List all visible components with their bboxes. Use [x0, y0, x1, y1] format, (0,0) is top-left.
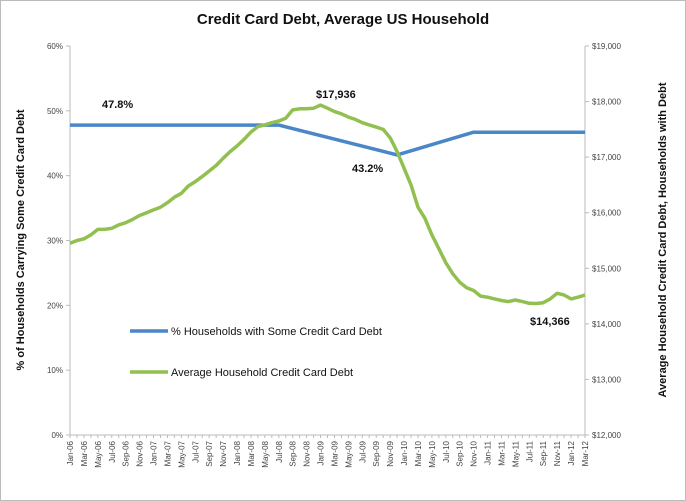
x-tick-label: Nov-11 [553, 440, 562, 466]
x-tick-label: Jan-06 [66, 440, 75, 465]
x-tick-label: Mar-11 [497, 440, 506, 465]
right-tick-label: $17,000 [592, 153, 621, 162]
x-tick-label: May-06 [94, 440, 103, 467]
x-tick-label: Nov-10 [470, 440, 479, 466]
right-tick-label: $16,000 [592, 209, 621, 218]
right-tick-label: $19,000 [592, 42, 621, 51]
x-tick-label: Jul-07 [191, 440, 200, 462]
annotation-peak-debt: $17,936 [316, 89, 356, 101]
left-tick-label: 20% [47, 301, 63, 310]
x-tick-label: Nov-08 [303, 440, 312, 466]
x-tick-label: Sep-08 [289, 440, 298, 466]
x-tick-label: Jul-09 [358, 440, 367, 462]
x-tick-label: Jul-10 [442, 440, 451, 462]
x-tick-label: Jul-11 [525, 440, 534, 462]
x-tick-label: Sep-10 [456, 440, 465, 466]
x-tick-label: Jan-11 [484, 440, 493, 464]
left-tick-label: 60% [47, 42, 63, 51]
x-tick-label: Sep-06 [122, 440, 131, 466]
left-tick-label: 40% [47, 172, 63, 181]
x-tick-label: Mar-07 [163, 440, 172, 466]
legend-label-debt: Average Household Credit Card Debt [171, 367, 353, 379]
x-tick-label: Mar-12 [581, 440, 590, 466]
x-tick-label: Mar-10 [414, 440, 423, 466]
x-tick-label: May-09 [344, 440, 353, 467]
right-tick-label: $14,000 [592, 320, 621, 329]
x-tick-label: Jan-07 [150, 440, 159, 465]
right-tick-label: $13,000 [592, 375, 621, 384]
x-tick-label: Nov-07 [219, 440, 228, 466]
x-tick-label: Nov-09 [386, 440, 395, 466]
x-tick-label: Mar-08 [247, 440, 256, 466]
x-tick-label: Nov-06 [136, 440, 145, 466]
right-axis-title: Average Household Credit Card Debt, Hous… [657, 82, 669, 397]
x-tick-label: Jan-12 [567, 440, 576, 465]
x-tick-label: Jul-08 [275, 440, 284, 462]
right-tick-label: $12,000 [592, 431, 621, 440]
x-tick-label: Jan-09 [317, 440, 326, 465]
x-tick-label: Jan-08 [233, 440, 242, 465]
left-tick-label: 10% [47, 366, 63, 375]
chart-title: Credit Card Debt, Average US Household [197, 11, 489, 28]
x-tick-label: Jul-06 [108, 440, 117, 462]
x-tick-label: May-07 [177, 440, 186, 467]
x-tick-label: May-10 [428, 440, 437, 467]
right-tick-label: $15,000 [592, 264, 621, 273]
left-tick-label: 0% [51, 431, 63, 440]
left-tick-label: 30% [47, 237, 63, 246]
annotation-low-debt: $14,366 [530, 316, 570, 328]
x-tick-label: Sep-09 [372, 440, 381, 466]
series-line-avg-debt [69, 103, 586, 306]
x-tick-label: Mar-06 [80, 440, 89, 466]
left-tick-label: 50% [47, 107, 63, 116]
right-tick-label: $18,000 [592, 98, 621, 107]
x-tick-label: Sep-07 [205, 440, 214, 466]
left-axis-title: % of Households Carrying Some Credit Car… [15, 109, 27, 370]
x-tick-label: May-11 [511, 440, 520, 467]
annotation-start-pct: 47.8% [102, 99, 133, 111]
annotation-low-pct: 43.2% [352, 163, 383, 175]
legend-label-pct: % Households with Some Credit Card Debt [171, 326, 382, 338]
x-tick-label: Sep-11 [539, 440, 548, 466]
x-tick-label: May-08 [261, 440, 270, 467]
x-tick-label: Jan-10 [400, 440, 409, 465]
x-tick-label: Mar-09 [330, 440, 339, 466]
